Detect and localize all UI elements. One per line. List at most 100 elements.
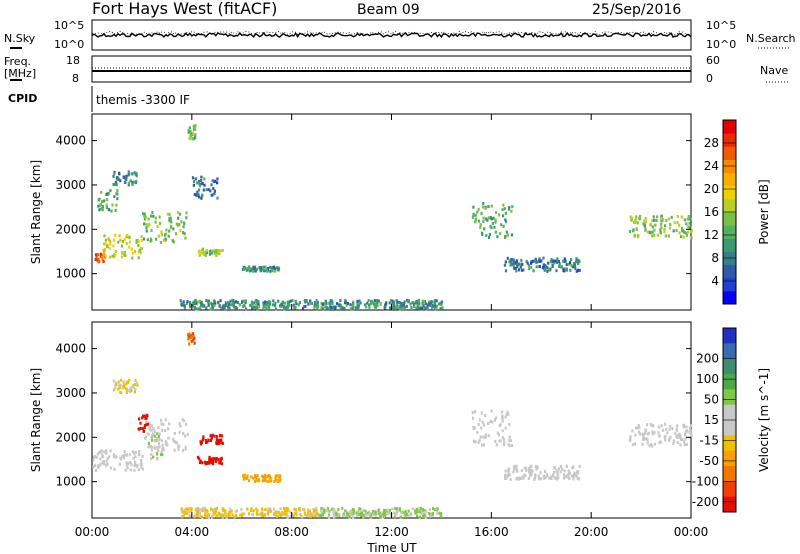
power-echo-cell — [194, 136, 197, 140]
power-echo-cell — [128, 235, 131, 239]
x-tick-label: 16:00 — [474, 525, 509, 539]
velocity-echo-cell — [657, 425, 661, 429]
velocity-echo-cell — [142, 429, 145, 433]
velocity-echo-cell — [633, 442, 636, 446]
velocity-echo-cell — [522, 475, 525, 479]
velocity-echo-cell — [493, 418, 497, 422]
colorbar-segment — [723, 389, 736, 406]
power-echo-cell — [422, 304, 425, 308]
power-echo-cell — [112, 244, 115, 248]
velocity-echo-cell — [490, 409, 493, 413]
colorbar-segment — [723, 374, 736, 390]
power-echo-cell — [560, 265, 563, 269]
velocity-echo-cell — [557, 476, 560, 480]
power-echo-cell — [215, 254, 218, 258]
velocity-echo-cell — [118, 384, 121, 388]
power-echo-cell — [199, 251, 202, 254]
colorbar-segment — [723, 481, 736, 498]
power-echo-cell — [145, 215, 148, 219]
velocity-echo-cell — [254, 479, 257, 483]
power-echo-cell — [395, 299, 398, 303]
date-title: 25/Sep/2016 — [592, 2, 681, 18]
power-echo-cell — [520, 268, 523, 272]
velocity-echo-cell — [210, 436, 213, 440]
velocity-echo-cell — [479, 435, 482, 439]
velocity-echo-cell — [328, 513, 331, 517]
power-echo-cell — [419, 307, 422, 311]
power-echo-cell — [511, 205, 514, 209]
velocity-echo-cell — [108, 455, 111, 459]
velocity-echo-cell — [211, 457, 214, 461]
velocity-echo-cell — [501, 429, 504, 433]
power-echo-cell — [162, 238, 165, 242]
power-echoes — [94, 124, 693, 311]
velocity-echo-cell — [264, 475, 267, 479]
velocity-echo-cell — [284, 507, 287, 511]
power-echo-cell — [303, 305, 306, 308]
velocity-echo-cell — [133, 464, 136, 468]
velocity-echo-cell — [362, 514, 365, 517]
power-echo-cell — [140, 235, 143, 239]
power-echo-cell — [303, 298, 306, 302]
power-echo-cell — [392, 301, 395, 305]
power-echo-cell — [642, 222, 645, 226]
power-echo-cell — [663, 227, 666, 231]
velocity-echo-cell — [395, 512, 398, 516]
power-echo-cell — [689, 217, 692, 221]
velocity-echo-cell — [220, 462, 224, 466]
velocity-echo-cell — [642, 434, 645, 438]
power-echo-cell — [167, 234, 170, 238]
power-echo-cell — [262, 265, 265, 269]
velocity-echo-cell — [278, 479, 281, 483]
power-echo-cell — [283, 307, 286, 311]
power-echo-cell — [328, 301, 331, 305]
velocity-echo-cell — [204, 460, 207, 464]
velocity-echo-cell — [482, 443, 485, 447]
colorbar-segment — [723, 358, 736, 375]
velocity-echo-cell — [188, 332, 191, 336]
velocity-echo-cell — [382, 512, 386, 516]
velocity-echo-cell — [164, 429, 167, 432]
power-echo-cell — [143, 212, 146, 216]
velocity-echo-cell — [404, 514, 407, 518]
power-echo-cell — [248, 269, 251, 273]
velocity-echo-cell — [141, 416, 144, 420]
power-echo-cell — [211, 179, 214, 183]
velocity-echo-cell — [675, 428, 678, 432]
velocity-echo-cell — [277, 475, 280, 479]
velocity-echo-cell — [128, 453, 131, 457]
power-echo-cell — [111, 254, 114, 258]
power-echo-cell — [192, 180, 196, 184]
velocity-echo-cell — [173, 448, 176, 452]
power-echo-cell — [635, 228, 638, 232]
colorbar-tick-label: 100 — [696, 372, 719, 386]
power-echo-cell — [194, 133, 197, 137]
velocity-echo-cell — [273, 512, 276, 516]
power-echo-cell — [244, 300, 247, 304]
velocity-echo-cell — [120, 391, 123, 395]
velocity-echo-cell — [307, 511, 310, 515]
power-echo-cell — [142, 237, 146, 241]
power-echo-cell — [553, 261, 556, 265]
velocity-echo-cell — [210, 458, 213, 462]
power-echo-cell — [690, 236, 693, 240]
x-tick-label: 20:00 — [574, 525, 609, 539]
power-echo-cell — [104, 254, 107, 258]
power-echo-cell — [506, 233, 509, 237]
velocity-echo-cell — [148, 445, 151, 449]
power-echo-cell — [503, 263, 506, 267]
power-echo-cell — [106, 245, 109, 249]
power-echo-cell — [656, 233, 659, 237]
power-echo-cell — [510, 233, 514, 237]
velocity-echo-cell — [269, 509, 272, 513]
power-echo-cell — [151, 210, 154, 214]
power-echo-cell — [326, 307, 329, 311]
power-echo-cell — [690, 229, 693, 233]
velocity-echo-cell — [480, 426, 483, 430]
power-echo-cell — [321, 307, 324, 311]
power-echo-cell — [255, 301, 259, 305]
velocity-echo-cell — [130, 463, 133, 467]
power-echo-cell — [676, 215, 679, 218]
power-echo-cell — [203, 183, 206, 187]
